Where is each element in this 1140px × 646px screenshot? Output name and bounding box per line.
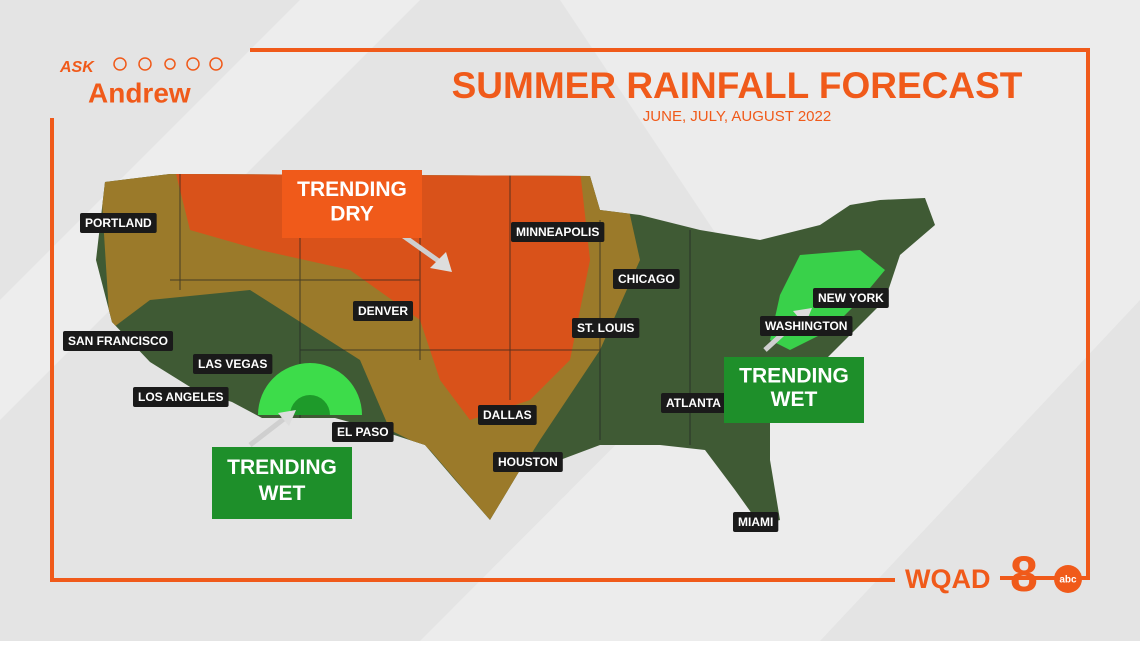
- city-label-box: [478, 405, 537, 425]
- frame: [50, 48, 1090, 582]
- city-label: HOUSTON: [498, 455, 558, 469]
- city-label-box: [733, 512, 779, 532]
- city-label-box: [572, 318, 640, 338]
- city-label-box: [332, 422, 394, 442]
- title: SUMMER RAINFALL FORECAST: [452, 65, 1023, 106]
- station-call: WQAD: [905, 564, 990, 594]
- callout-box: [724, 357, 864, 423]
- station-logo: WQAD 8 abc: [905, 546, 1082, 602]
- city-label-box: [493, 452, 563, 472]
- city-label: NEW YORK: [818, 291, 884, 305]
- city-label: MIAMI: [738, 515, 773, 529]
- city-label: DALLAS: [483, 408, 532, 422]
- callout-text: WET: [259, 482, 306, 505]
- city-label-box: [613, 269, 680, 289]
- callout-text: TRENDING: [297, 178, 407, 201]
- logo-ask: ASK: [59, 59, 95, 76]
- city-label: PORTLAND: [85, 216, 152, 230]
- city-label-box: [133, 387, 229, 407]
- dry-area: [175, 174, 590, 420]
- city-label: LOS ANGELES: [138, 390, 224, 404]
- callout-text: DRY: [330, 202, 374, 225]
- callout-text: WET: [771, 388, 818, 411]
- city-label: WASHINGTON: [765, 319, 847, 333]
- city-label: ATLANTA: [666, 396, 721, 410]
- station-network: abc: [1059, 575, 1077, 586]
- city-label: DENVER: [358, 304, 408, 318]
- callout-box: [212, 447, 352, 519]
- city-label-box: [80, 213, 157, 233]
- city-label-box: [193, 354, 273, 374]
- city-label: MINNEAPOLIS: [516, 225, 599, 239]
- callout-text: TRENDING: [227, 456, 337, 479]
- city-label: CHICAGO: [618, 272, 675, 286]
- city-label-box: [813, 288, 889, 308]
- network-badge: [1054, 565, 1082, 593]
- city-label-box: [63, 331, 174, 351]
- city-label: LAS VEGAS: [198, 357, 267, 371]
- city-label-box: [760, 316, 853, 336]
- city-label-box: [661, 393, 726, 413]
- callout-text: TRENDING: [739, 364, 849, 387]
- subtitle: JUNE, JULY, AUGUST 2022: [643, 108, 831, 125]
- city-label-box: [511, 222, 605, 242]
- city-label: SAN FRANCISCO: [68, 334, 168, 348]
- city-label: ST. LOUIS: [577, 321, 634, 335]
- logo-name: Andrew: [88, 77, 191, 108]
- wet-area-core: [290, 395, 330, 415]
- logo: ASK Andrew: [59, 57, 223, 108]
- callout-box: [282, 170, 422, 238]
- city-label: EL PASO: [337, 425, 389, 439]
- city-label-box: [353, 301, 414, 321]
- station-channel: 8: [1010, 546, 1038, 602]
- wet-area: [258, 363, 362, 415]
